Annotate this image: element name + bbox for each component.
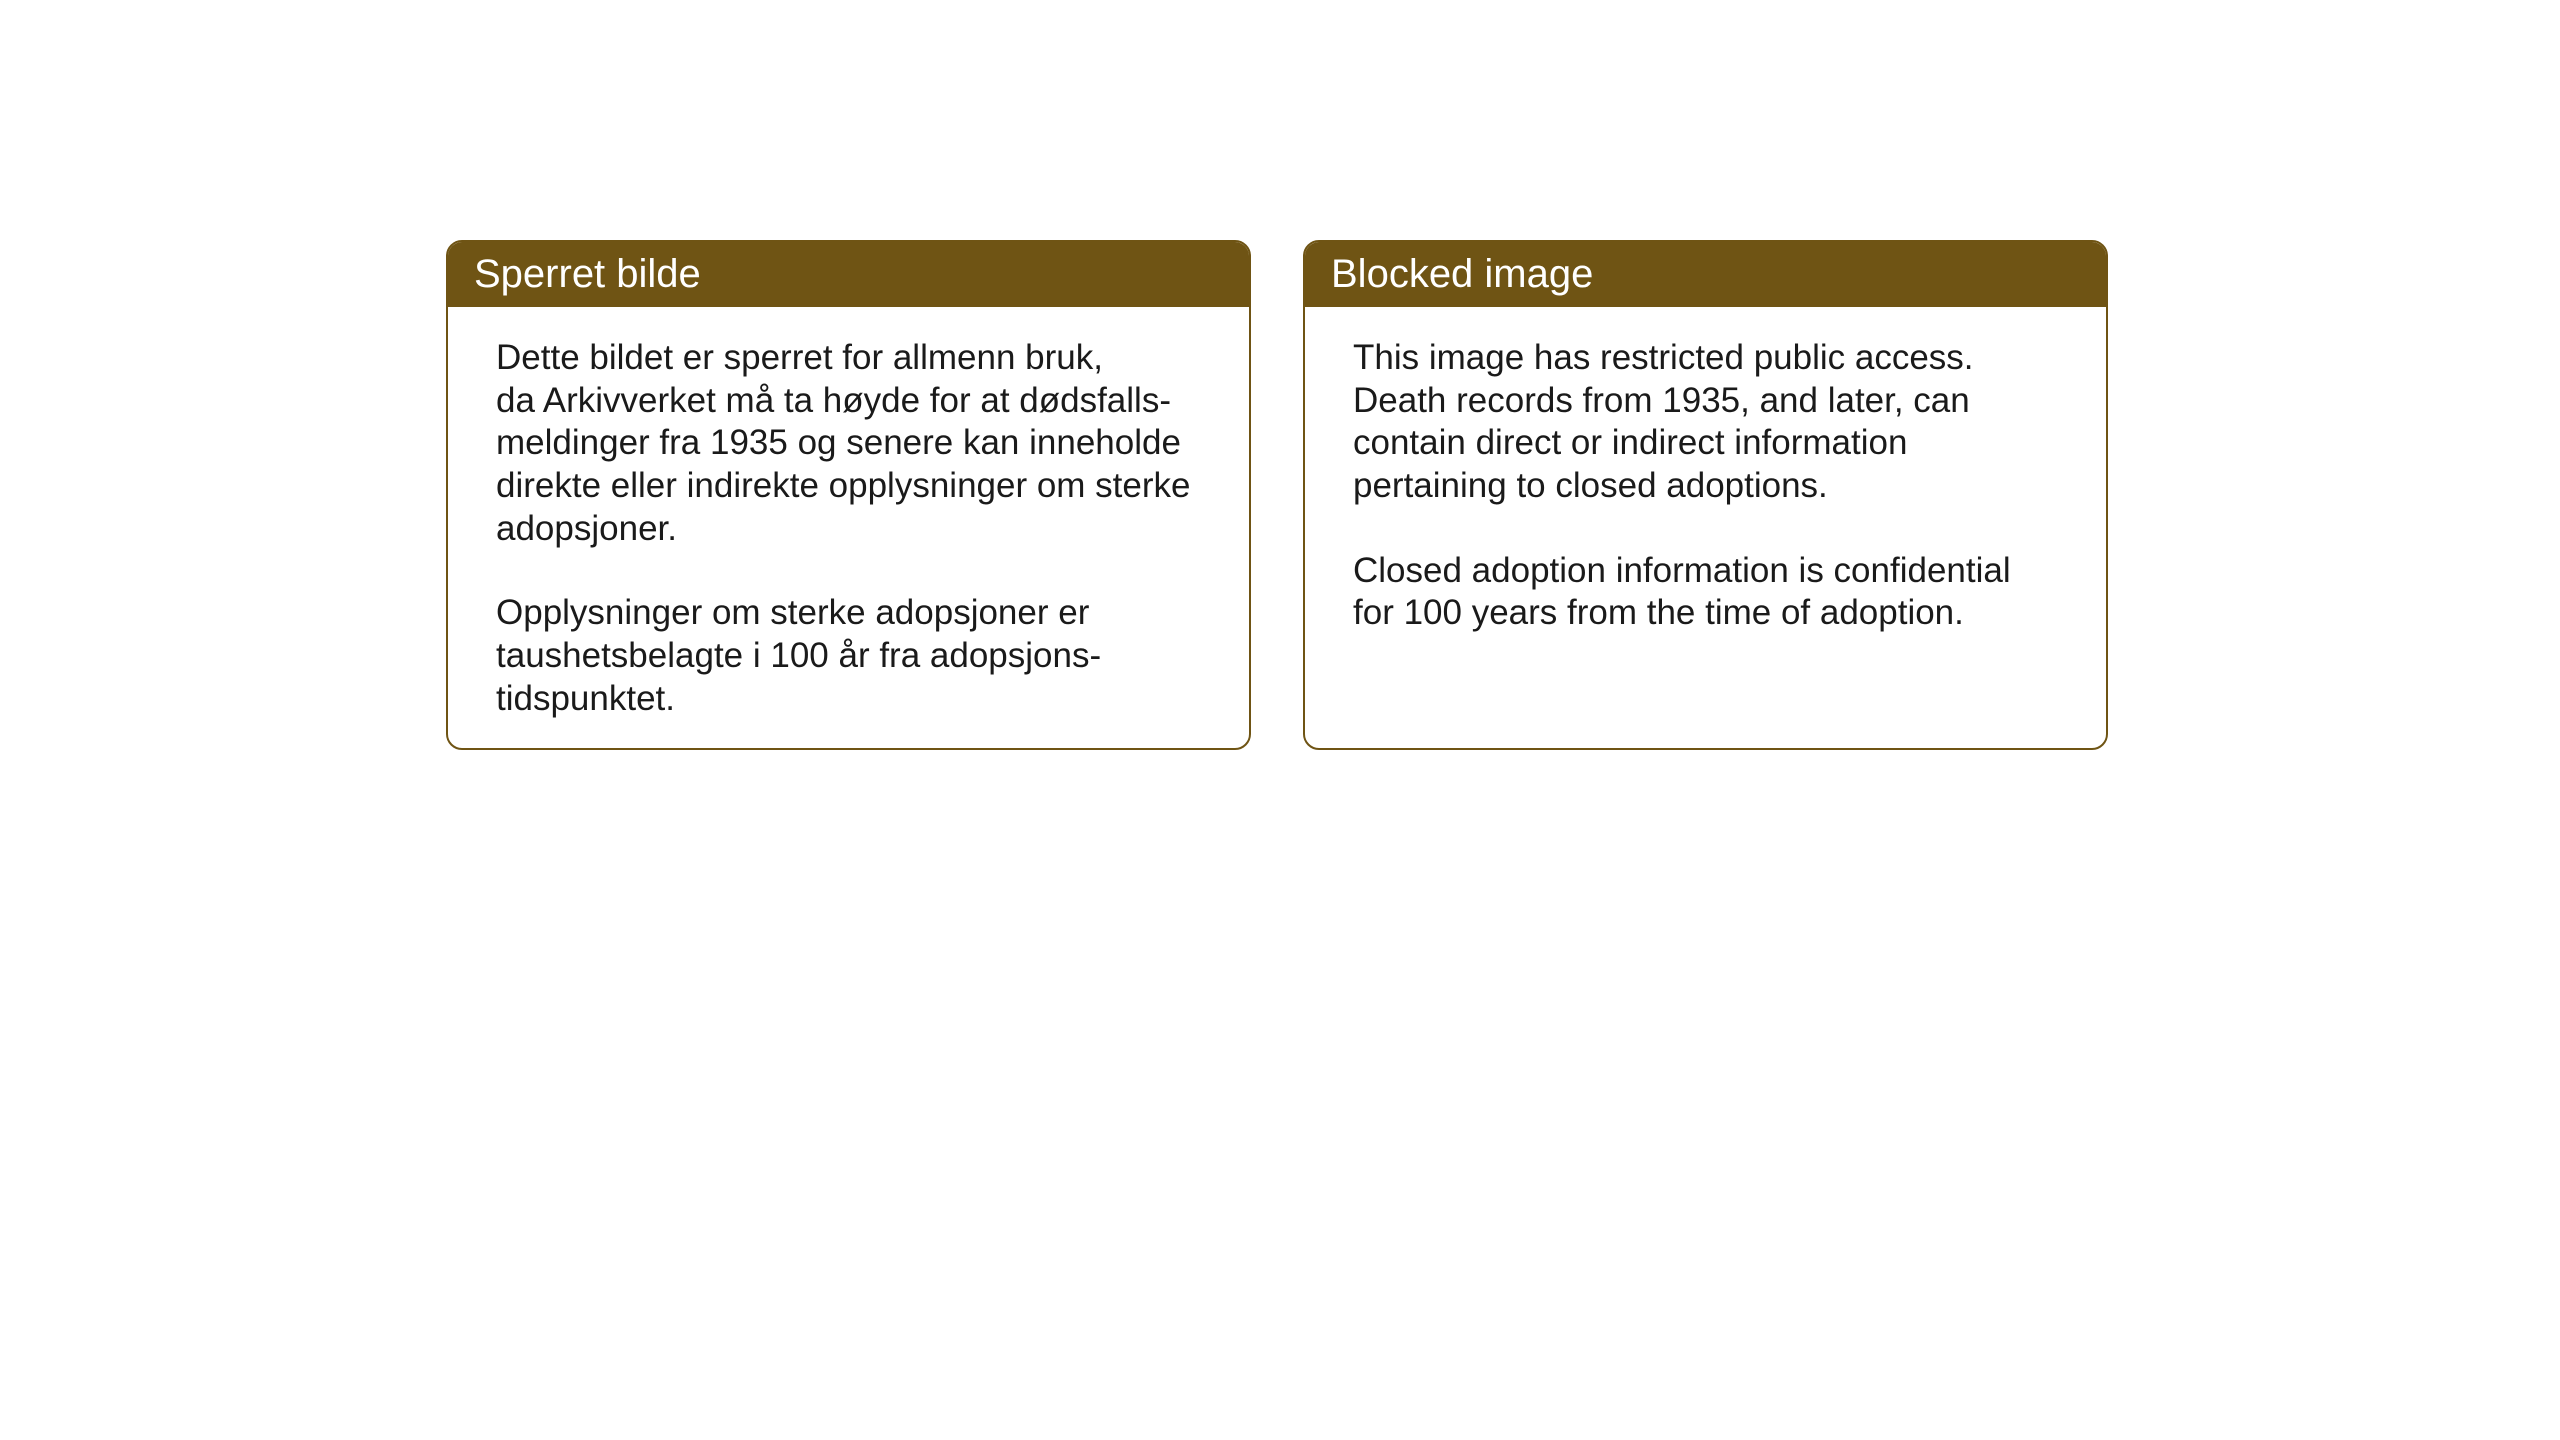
text-line: This image has restricted public access. [1353,338,1974,377]
text-line: Opplysninger om sterke adopsjoner er [496,593,1089,632]
norwegian-paragraph-1: Dette bildet er sperret for allmenn bruk… [496,337,1201,550]
english-paragraph-1: This image has restricted public access.… [1353,337,2058,508]
english-notice-card: Blocked image This image has restricted … [1303,240,2108,750]
text-line: direkte eller indirekte opplysninger om … [496,466,1191,505]
text-line: pertaining to closed adoptions. [1353,466,1828,505]
text-line: tidspunktet. [496,679,675,718]
text-line: Death records from 1935, and later, can [1353,381,1970,420]
text-line: Dette bildet er sperret for allmenn bruk… [496,338,1103,377]
norwegian-card-title: Sperret bilde [448,242,1249,307]
english-card-title: Blocked image [1305,242,2106,307]
norwegian-card-body: Dette bildet er sperret for allmenn bruk… [448,307,1249,750]
english-paragraph-2: Closed adoption information is confident… [1353,550,2058,635]
text-line: da Arkivverket må ta høyde for at dødsfa… [496,381,1171,420]
text-line: adopsjoner. [496,509,677,548]
text-line: meldinger fra 1935 og senere kan innehol… [496,423,1181,462]
english-card-body: This image has restricted public access.… [1305,307,2106,665]
text-line: Closed adoption information is confident… [1353,551,2011,590]
text-line: taushetsbelagte i 100 år fra adopsjons- [496,636,1101,675]
norwegian-notice-card: Sperret bilde Dette bildet er sperret fo… [446,240,1251,750]
text-line: for 100 years from the time of adoption. [1353,593,1964,632]
notice-cards-container: Sperret bilde Dette bildet er sperret fo… [446,240,2108,750]
text-line: contain direct or indirect information [1353,423,1907,462]
norwegian-paragraph-2: Opplysninger om sterke adopsjoner er tau… [496,592,1201,720]
